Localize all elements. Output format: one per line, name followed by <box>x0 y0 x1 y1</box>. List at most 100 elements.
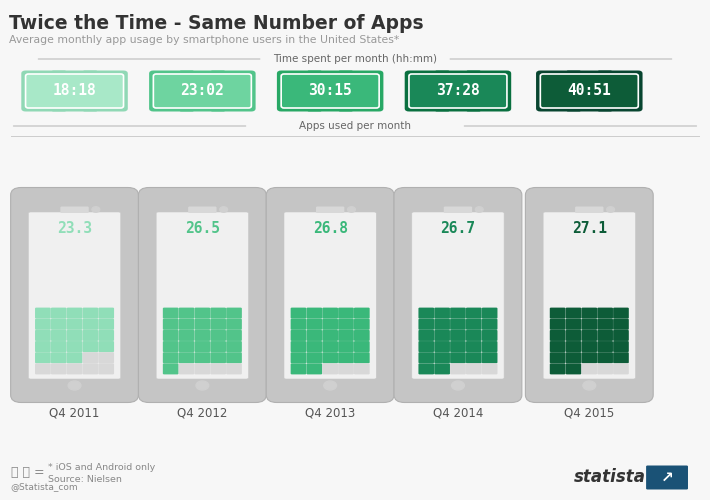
FancyBboxPatch shape <box>180 70 194 78</box>
FancyBboxPatch shape <box>226 308 242 318</box>
FancyBboxPatch shape <box>450 319 466 330</box>
FancyBboxPatch shape <box>307 352 322 363</box>
FancyBboxPatch shape <box>163 364 178 374</box>
FancyBboxPatch shape <box>444 206 472 213</box>
FancyBboxPatch shape <box>450 364 466 374</box>
FancyBboxPatch shape <box>435 330 450 341</box>
FancyBboxPatch shape <box>51 364 67 374</box>
FancyBboxPatch shape <box>67 341 82 352</box>
FancyBboxPatch shape <box>566 330 581 341</box>
FancyBboxPatch shape <box>338 364 354 374</box>
FancyBboxPatch shape <box>163 341 178 352</box>
FancyBboxPatch shape <box>466 308 481 318</box>
FancyBboxPatch shape <box>322 330 338 341</box>
FancyBboxPatch shape <box>598 70 612 78</box>
FancyBboxPatch shape <box>581 319 597 330</box>
FancyBboxPatch shape <box>466 352 481 363</box>
Text: Apps used per month: Apps used per month <box>299 121 411 131</box>
FancyBboxPatch shape <box>482 352 498 363</box>
FancyBboxPatch shape <box>550 364 565 374</box>
Circle shape <box>607 207 615 212</box>
Text: Q4 2013: Q4 2013 <box>305 406 355 419</box>
FancyBboxPatch shape <box>322 352 338 363</box>
FancyBboxPatch shape <box>163 308 178 318</box>
FancyBboxPatch shape <box>67 330 82 341</box>
FancyBboxPatch shape <box>581 341 597 352</box>
FancyBboxPatch shape <box>281 74 379 108</box>
FancyBboxPatch shape <box>307 70 322 78</box>
FancyBboxPatch shape <box>195 341 210 352</box>
FancyBboxPatch shape <box>354 319 370 330</box>
FancyBboxPatch shape <box>613 352 629 363</box>
Circle shape <box>68 381 81 390</box>
FancyBboxPatch shape <box>266 188 394 402</box>
FancyBboxPatch shape <box>83 104 97 112</box>
FancyBboxPatch shape <box>307 104 322 112</box>
Circle shape <box>452 381 464 390</box>
FancyBboxPatch shape <box>82 330 98 341</box>
FancyBboxPatch shape <box>307 308 322 318</box>
FancyBboxPatch shape <box>567 70 581 78</box>
FancyBboxPatch shape <box>450 308 466 318</box>
FancyBboxPatch shape <box>290 319 306 330</box>
Text: Q4 2011: Q4 2011 <box>50 406 99 419</box>
FancyBboxPatch shape <box>52 70 66 78</box>
FancyBboxPatch shape <box>35 330 50 341</box>
FancyBboxPatch shape <box>322 364 338 374</box>
FancyBboxPatch shape <box>316 206 344 213</box>
Circle shape <box>196 381 209 390</box>
FancyBboxPatch shape <box>550 352 565 363</box>
FancyBboxPatch shape <box>338 330 354 341</box>
FancyBboxPatch shape <box>195 308 210 318</box>
FancyBboxPatch shape <box>51 352 67 363</box>
FancyBboxPatch shape <box>99 319 114 330</box>
FancyBboxPatch shape <box>567 104 581 112</box>
FancyBboxPatch shape <box>226 352 242 363</box>
FancyBboxPatch shape <box>156 212 248 379</box>
FancyBboxPatch shape <box>99 308 114 318</box>
FancyBboxPatch shape <box>597 364 613 374</box>
FancyBboxPatch shape <box>597 341 613 352</box>
FancyBboxPatch shape <box>450 352 466 363</box>
FancyBboxPatch shape <box>450 341 466 352</box>
FancyBboxPatch shape <box>466 341 481 352</box>
Circle shape <box>476 207 483 212</box>
FancyBboxPatch shape <box>35 364 50 374</box>
FancyBboxPatch shape <box>466 364 481 374</box>
FancyBboxPatch shape <box>412 212 504 379</box>
FancyBboxPatch shape <box>338 341 354 352</box>
FancyBboxPatch shape <box>597 319 613 330</box>
FancyBboxPatch shape <box>195 319 210 330</box>
FancyBboxPatch shape <box>179 364 195 374</box>
FancyBboxPatch shape <box>210 364 226 374</box>
FancyBboxPatch shape <box>226 330 242 341</box>
FancyBboxPatch shape <box>82 319 98 330</box>
FancyBboxPatch shape <box>418 308 434 318</box>
FancyBboxPatch shape <box>322 308 338 318</box>
Text: 40:51: 40:51 <box>567 83 611 98</box>
Text: Average monthly app usage by smartphone users in the United States*: Average monthly app usage by smartphone … <box>9 35 399 45</box>
FancyBboxPatch shape <box>525 188 653 402</box>
FancyBboxPatch shape <box>482 330 498 341</box>
FancyBboxPatch shape <box>435 364 450 374</box>
FancyBboxPatch shape <box>210 352 226 363</box>
Circle shape <box>583 381 596 390</box>
FancyBboxPatch shape <box>418 364 434 374</box>
FancyBboxPatch shape <box>482 364 498 374</box>
FancyBboxPatch shape <box>566 352 581 363</box>
FancyBboxPatch shape <box>418 352 434 363</box>
FancyBboxPatch shape <box>613 341 629 352</box>
Text: 23:02: 23:02 <box>180 83 224 98</box>
Text: 27.1: 27.1 <box>572 221 607 236</box>
FancyBboxPatch shape <box>99 330 114 341</box>
FancyBboxPatch shape <box>226 341 242 352</box>
Circle shape <box>92 207 99 212</box>
FancyBboxPatch shape <box>354 341 370 352</box>
FancyBboxPatch shape <box>566 308 581 318</box>
FancyBboxPatch shape <box>482 341 498 352</box>
FancyBboxPatch shape <box>435 104 449 112</box>
FancyBboxPatch shape <box>290 352 306 363</box>
FancyBboxPatch shape <box>226 364 242 374</box>
FancyBboxPatch shape <box>466 104 481 112</box>
FancyBboxPatch shape <box>307 341 322 352</box>
